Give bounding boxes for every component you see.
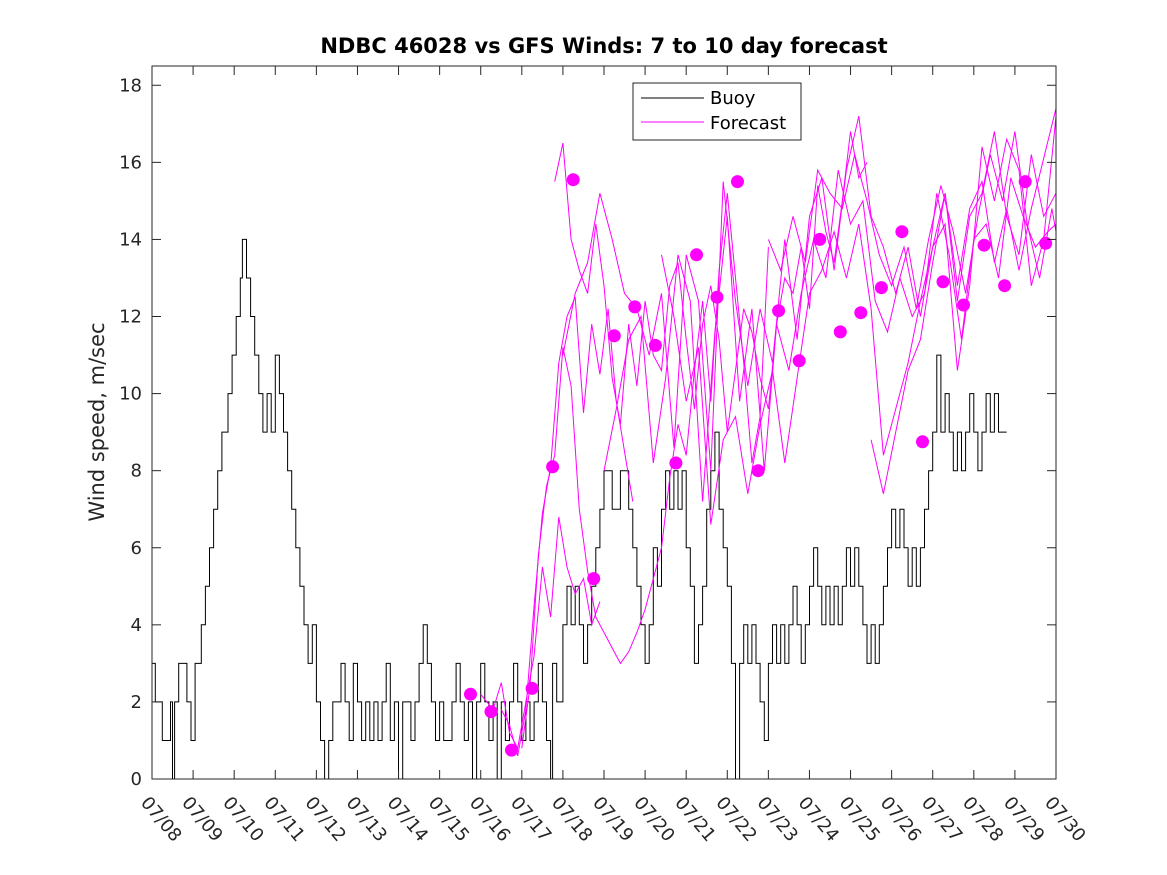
forecast-point-21 xyxy=(874,281,888,295)
y-tick-label: 14 xyxy=(119,229,142,250)
forecast-trace-7 xyxy=(661,116,1056,525)
chart-title: NDBC 46028 vs GFS Winds: 7 to 10 day for… xyxy=(320,34,887,58)
y-tick-label: 12 xyxy=(119,307,142,328)
forecast-trace-5 xyxy=(562,108,1056,471)
y-tick-label: 2 xyxy=(131,692,142,713)
buoy-series-line xyxy=(152,238,1007,779)
forecast-trace-4 xyxy=(554,131,868,433)
forecast-point-25 xyxy=(957,298,970,312)
forecast-point-2 xyxy=(484,705,498,719)
forecast-point-28 xyxy=(1018,175,1032,189)
forecast-point-24 xyxy=(936,275,950,289)
legend-buoy-label: Buoy xyxy=(710,88,756,109)
forecast-point-20 xyxy=(854,306,868,320)
forecast-trace-6 xyxy=(603,169,1056,502)
forecast-point-19 xyxy=(833,325,847,339)
y-axis-label: Wind speed, m/sec xyxy=(85,322,109,521)
y-tick-label: 4 xyxy=(131,615,142,636)
forecast-point-9 xyxy=(628,300,642,314)
y-tick-label: 16 xyxy=(119,152,142,173)
y-tick-label: 6 xyxy=(131,538,142,559)
y-tick-label: 18 xyxy=(119,75,142,96)
forecast-point-26 xyxy=(977,238,991,252)
forecast-point-6 xyxy=(566,173,580,187)
forecast-point-8 xyxy=(607,329,621,343)
forecast-trace-1 xyxy=(480,516,601,750)
forecast-point-18 xyxy=(813,232,827,246)
forecast-point-4 xyxy=(525,681,539,695)
forecast-trace-3 xyxy=(521,193,769,749)
legend: Buoy Forecast xyxy=(632,82,802,141)
forecast-point-23 xyxy=(916,435,929,449)
forecast-point-15 xyxy=(751,464,765,478)
forecast-point-17 xyxy=(792,354,806,368)
forecast-point-1 xyxy=(464,687,477,701)
legend-box xyxy=(632,82,802,141)
forecast-point-13 xyxy=(710,290,724,304)
forecast-point-3 xyxy=(505,743,518,757)
forecast-point-16 xyxy=(772,304,786,318)
forecast-point-27 xyxy=(998,279,1012,293)
forecast-point-5 xyxy=(546,460,560,474)
y-axis: 0 2 4 6 8 10 12 14 16 18 xyxy=(119,75,1056,790)
y-tick-label: 10 xyxy=(119,384,142,405)
forecast-point-10 xyxy=(648,338,662,352)
y-tick-label: 8 xyxy=(131,461,142,482)
forecast-trace-8 xyxy=(767,131,1056,309)
y-tick-label: 0 xyxy=(131,769,142,790)
forecast-point-29 xyxy=(1039,236,1053,250)
forecast-point-12 xyxy=(690,248,703,262)
forecast-point-22 xyxy=(895,225,909,239)
forecast-point-7 xyxy=(587,572,601,586)
series-layer xyxy=(152,108,1056,779)
forecast-point-11 xyxy=(669,456,683,470)
legend-forecast-label: Forecast xyxy=(710,113,786,134)
forecast-point-14 xyxy=(731,175,744,189)
forecast-trace-9 xyxy=(870,131,1056,494)
